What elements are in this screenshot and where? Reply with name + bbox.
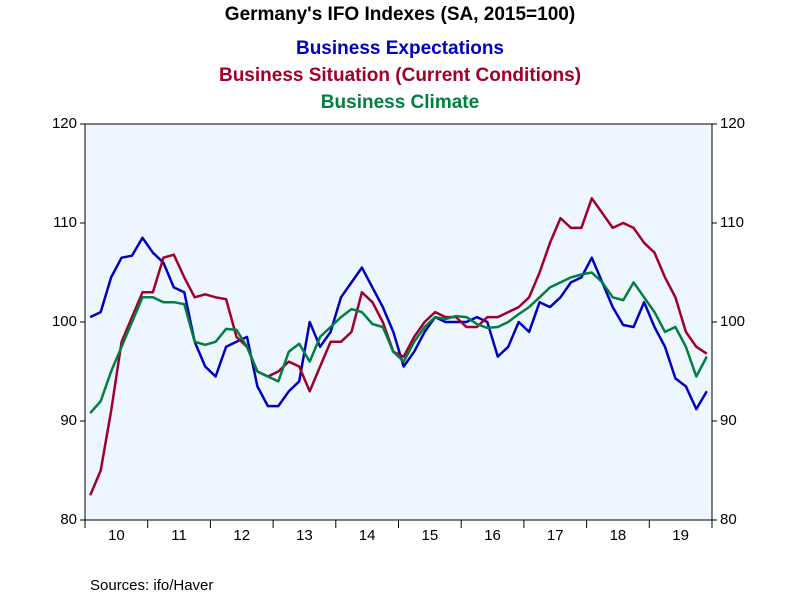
plot-area — [84, 123, 713, 521]
x-tick-label: 14 — [359, 527, 376, 544]
source-note: Sources: ifo/Haver — [90, 577, 213, 594]
chart-title: Germany's IFO Indexes (SA, 2015=100) — [225, 4, 575, 25]
series-line — [89, 197, 708, 496]
x-tick-label: 17 — [547, 527, 564, 544]
x-tick-label: 12 — [233, 527, 250, 544]
x-tick-label: 16 — [484, 527, 501, 544]
x-tick-label: 18 — [610, 527, 627, 544]
y2-tick-label: 110 — [720, 214, 744, 231]
y2-tick-label: 80 — [720, 511, 737, 528]
y2-tick-label: 90 — [720, 412, 737, 429]
legend-entry: Business Situation (Current Conditions) — [219, 65, 581, 86]
y2-tick-label: 100 — [720, 313, 745, 330]
series-line — [89, 271, 708, 414]
legend-entry: Business Climate — [321, 92, 479, 113]
x-tick-label: 10 — [108, 527, 125, 544]
y-tick-label: 100 — [52, 313, 77, 330]
y-tick-label: 90 — [60, 412, 77, 429]
x-tick-label: 15 — [422, 527, 439, 544]
y-tick-label: 110 — [53, 214, 77, 231]
x-tick-label: 11 — [171, 527, 187, 544]
x-tick-label: 19 — [672, 527, 689, 544]
legend-entry: Business Expectations — [296, 38, 504, 59]
x-tick-label: 13 — [296, 527, 313, 544]
y-tick-label: 120 — [52, 115, 77, 132]
y2-tick-label: 120 — [720, 115, 745, 132]
y-tick-label: 80 — [60, 511, 77, 528]
